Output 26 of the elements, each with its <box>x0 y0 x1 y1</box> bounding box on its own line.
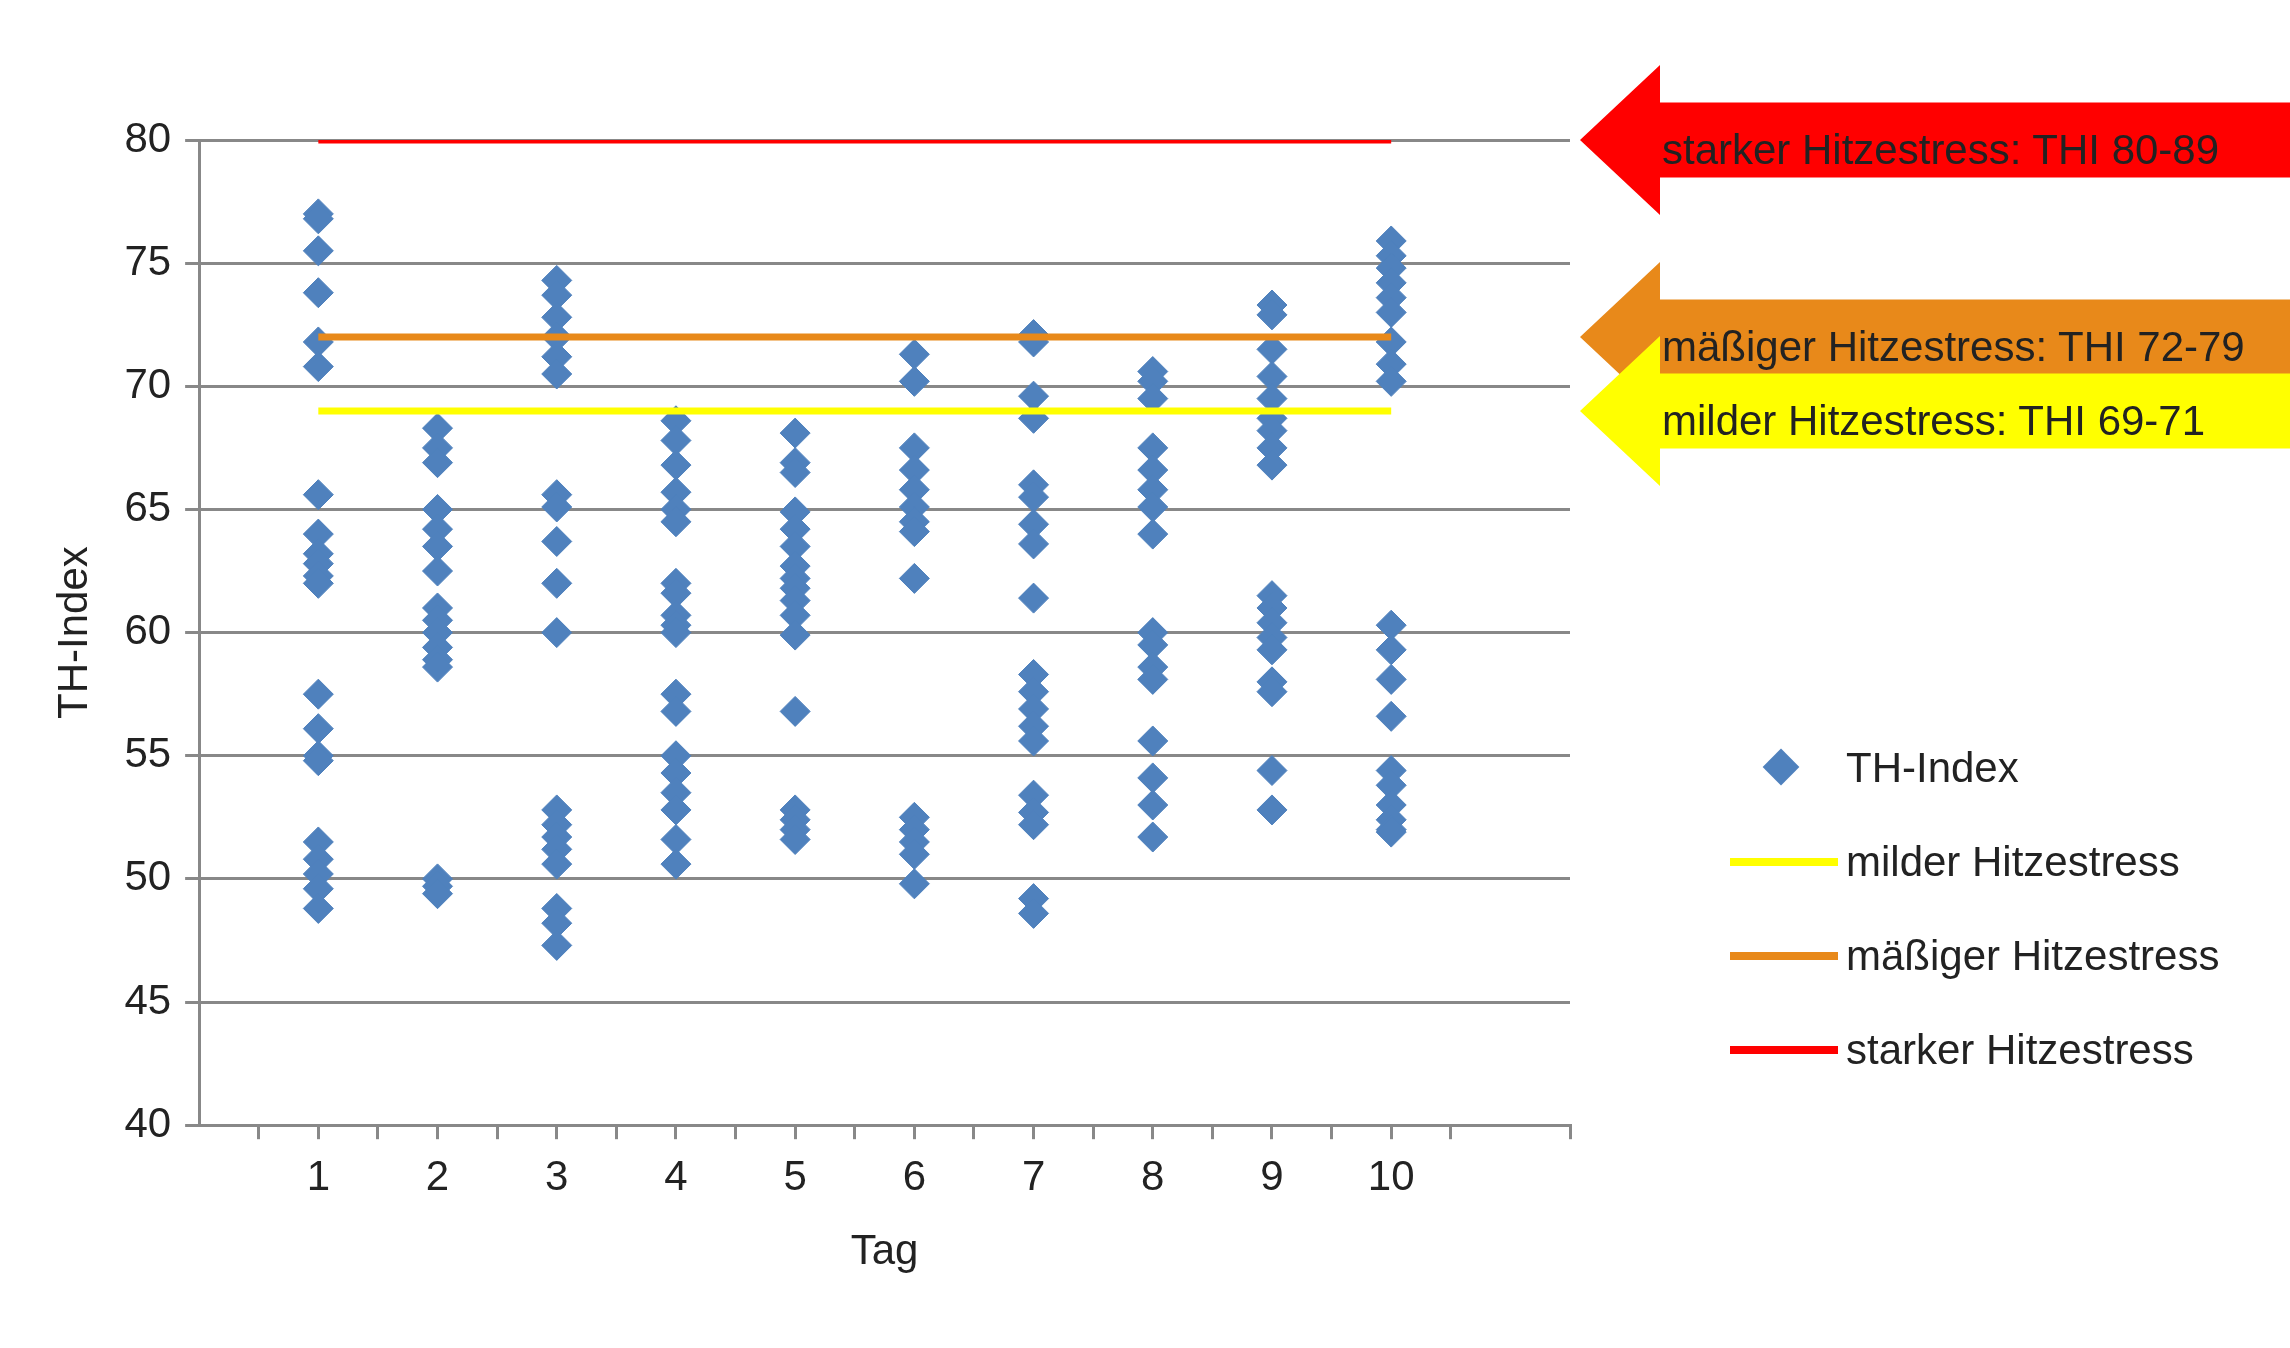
x-tick-label: 3 <box>545 1151 569 1199</box>
y-tick-label: 55 <box>124 729 172 777</box>
x-axis-title: Tag <box>850 1226 919 1274</box>
legend-label: TH-Index <box>1846 744 2019 793</box>
x-tick-label: 5 <box>783 1151 807 1199</box>
x-tick-label: 10 <box>1367 1151 1415 1199</box>
y-tick-label: 75 <box>124 236 172 284</box>
x-tick-label: 2 <box>425 1151 450 1199</box>
legend-label: mäßiger Hitzestress <box>1846 932 2220 981</box>
y-tick-label: 40 <box>124 1098 172 1146</box>
y-tick-label: 45 <box>124 975 172 1023</box>
y-tick-label: 80 <box>124 113 172 161</box>
y-tick-label: 65 <box>124 483 172 531</box>
y-tick-label: 60 <box>124 606 172 654</box>
x-tick-label: 4 <box>664 1151 688 1199</box>
x-tick-label: 9 <box>1260 1151 1284 1199</box>
arrow-callout: starker Hitzestress: THI 80-89 <box>1580 65 2290 215</box>
legend-label: starker Hitzestress <box>1846 1026 2194 1075</box>
x-tick-label: 1 <box>306 1151 330 1199</box>
legend-label: milder Hitzestress <box>1846 838 2180 887</box>
y-tick-label: 50 <box>124 852 172 900</box>
y-axis-title: TH-Index <box>48 546 96 719</box>
x-tick-label: 8 <box>1141 1151 1165 1199</box>
x-tick-label: 6 <box>902 1151 927 1199</box>
y-tick-label: 70 <box>124 359 172 407</box>
x-tick-label: 7 <box>1021 1151 1046 1199</box>
